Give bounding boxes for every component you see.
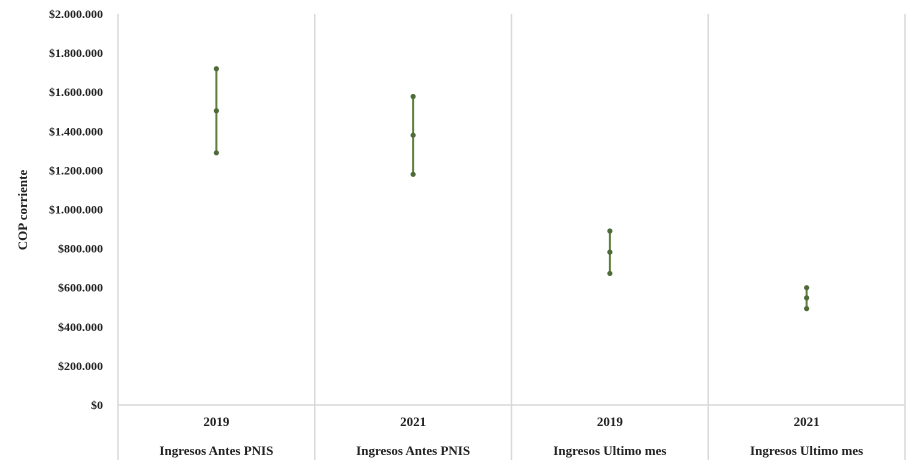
y-tick-label: $1.600.000 xyxy=(49,85,103,99)
x-tick-group: Ingresos Ultimo mes xyxy=(553,443,666,458)
x-tick-year: 2021 xyxy=(794,414,820,429)
y-tick-label: $1.000.000 xyxy=(49,203,103,217)
y-tick-label: $2.000.000 xyxy=(49,7,103,21)
high-marker xyxy=(607,228,613,234)
x-tick-year: 2019 xyxy=(597,414,624,429)
x-tick-year: 2021 xyxy=(400,414,426,429)
y-tick-label: $0 xyxy=(91,398,103,412)
y-tick-label: $600.000 xyxy=(58,281,103,295)
high-marker xyxy=(410,93,416,100)
y-tick-label: $1.400.000 xyxy=(49,124,103,138)
mean-marker xyxy=(213,108,219,114)
mean-marker xyxy=(410,132,416,138)
x-tick-group: Ingresos Antes PNIS xyxy=(356,443,470,458)
high-marker xyxy=(804,285,810,291)
low-marker xyxy=(804,306,810,312)
mean-marker xyxy=(607,249,613,255)
mean-marker xyxy=(804,295,810,301)
y-tick-label: $400.000 xyxy=(58,320,103,334)
low-marker xyxy=(607,270,613,277)
low-marker xyxy=(410,171,416,177)
y-tick-label: $1.200.000 xyxy=(49,163,103,177)
x-tick-group: Ingresos Ultimo mes xyxy=(750,443,863,458)
y-tick-label: $200.000 xyxy=(58,359,103,373)
x-tick-group: Ingresos Antes PNIS xyxy=(159,443,273,458)
high-marker xyxy=(213,66,219,72)
x-tick-year: 2019 xyxy=(203,414,230,429)
y-tick-label: $1.800.000 xyxy=(49,46,103,60)
y-axis-label: COP corriente xyxy=(15,170,30,251)
y-tick-label: $800.000 xyxy=(58,242,103,256)
low-marker xyxy=(213,150,219,156)
